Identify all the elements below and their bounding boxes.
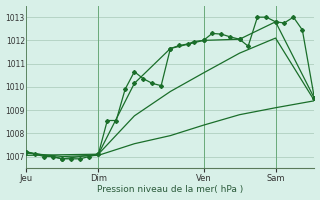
X-axis label: Pression niveau de la mer( hPa ): Pression niveau de la mer( hPa ) — [97, 185, 244, 194]
